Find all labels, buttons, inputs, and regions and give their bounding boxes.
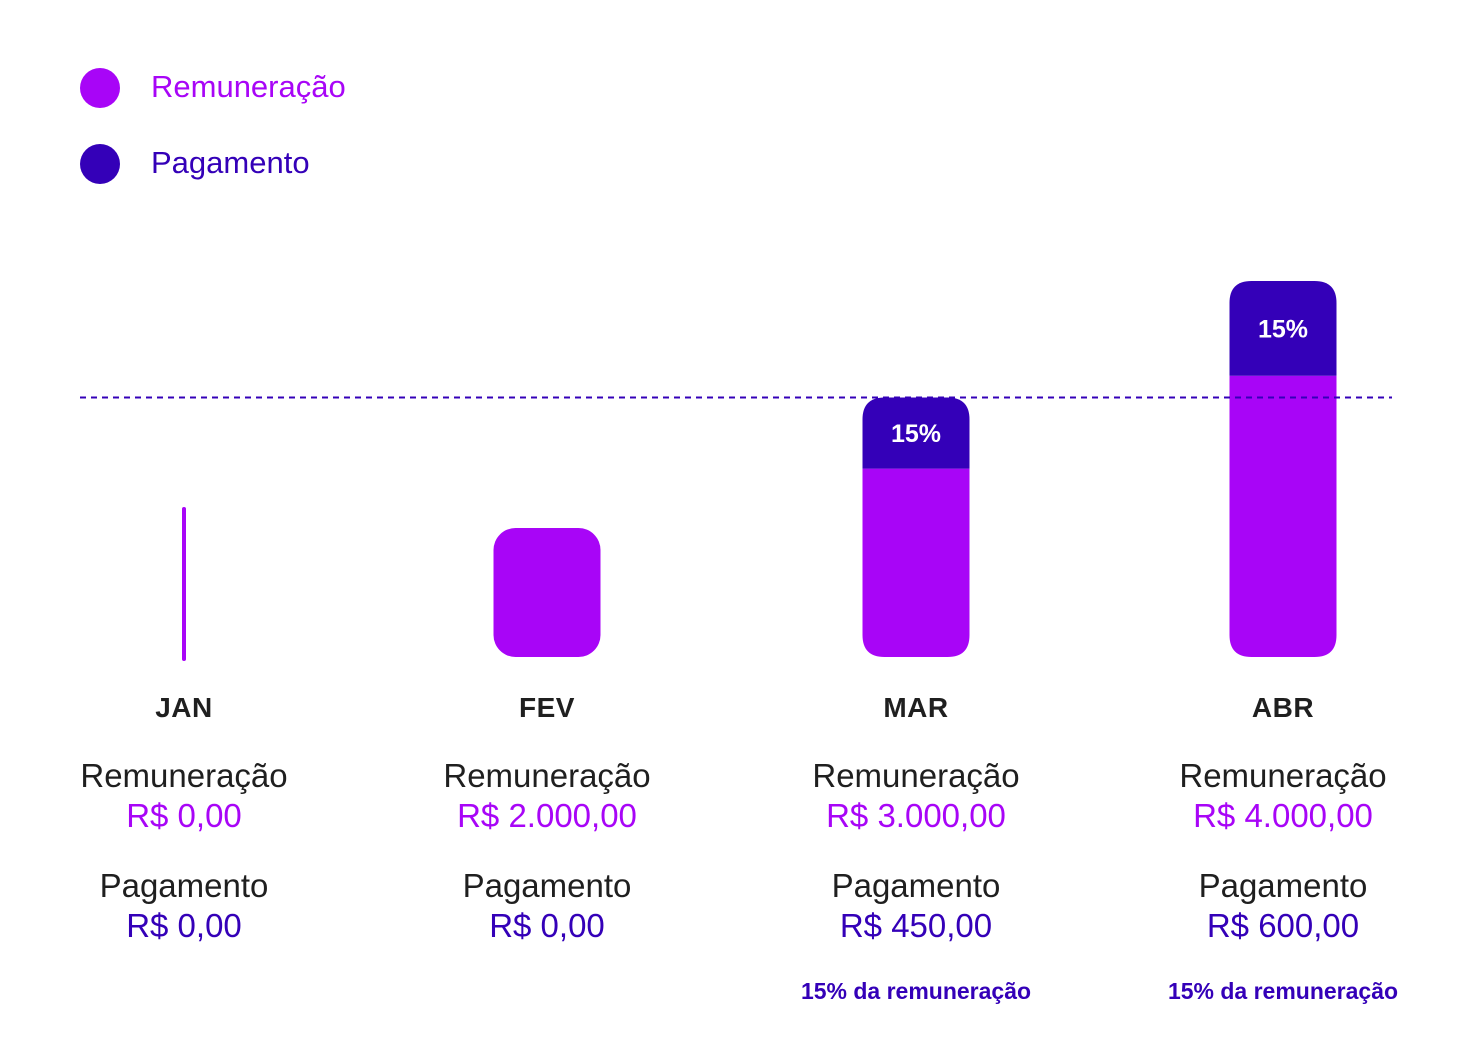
pagamento-value: R$ 450,00 (839, 907, 993, 944)
bar-pagamento-abr (1229, 281, 1337, 376)
legend-label-remuneracao: Remuneração (151, 69, 346, 104)
legend-swatch-remuneracao (80, 68, 120, 108)
month-label: JAN (155, 692, 213, 723)
bar-chart: 15% 15% (80, 281, 1392, 661)
remuneracao-value: R$ 2.000,00 (457, 797, 637, 834)
pagamento-value: R$ 0,00 (126, 907, 242, 944)
bar-remuneracao-abr (1229, 375, 1337, 657)
month-column-mar: MAR Remuneração R$ 3.000,00 Pagamento R$… (756, 690, 1076, 1006)
segment-label-abr: 15% (1258, 315, 1308, 343)
month-column-jan: JAN Remuneração R$ 0,00 Pagamento R$ 0,0… (24, 690, 344, 976)
remuneracao-value: R$ 0,00 (126, 797, 242, 834)
remuneracao-value: R$ 4.000,00 (1193, 797, 1373, 834)
pagamento-label: Pagamento (99, 867, 269, 904)
month-column-abr: ABR Remuneração R$ 4.000,00 Pagamento R$… (1123, 690, 1443, 1006)
pagamento-note: 15% da remuneração (1167, 978, 1399, 1004)
month-column-fev: FEV Remuneração R$ 2.000,00 Pagamento R$… (387, 690, 707, 976)
legend-swatch-pagamento (80, 144, 120, 184)
pagamento-label: Pagamento (831, 867, 1001, 904)
legend-label-pagamento: Pagamento (151, 145, 310, 180)
bar-pagamento-mar (862, 397, 970, 469)
month-label: FEV (519, 692, 575, 723)
pagamento-label: Pagamento (462, 867, 632, 904)
month-label: ABR (1251, 692, 1315, 723)
bar-remuneracao-fev (493, 528, 601, 657)
pagamento-note: 15% da remuneração (800, 978, 1032, 1004)
remuneracao-value: R$ 3.000,00 (826, 797, 1006, 834)
month-label: MAR (883, 692, 949, 723)
remuneracao-label: Remuneração (443, 757, 651, 794)
pagamento-label: Pagamento (1198, 867, 1368, 904)
remuneracao-label: Remuneração (80, 757, 288, 794)
remuneracao-label: Remuneração (812, 757, 1020, 794)
remuneracao-label: Remuneração (1179, 757, 1387, 794)
bar-remuneracao-mar (862, 468, 970, 657)
segment-label-mar: 15% (891, 420, 941, 448)
pagamento-value: R$ 0,00 (489, 907, 605, 944)
pagamento-value: R$ 600,00 (1206, 907, 1360, 944)
